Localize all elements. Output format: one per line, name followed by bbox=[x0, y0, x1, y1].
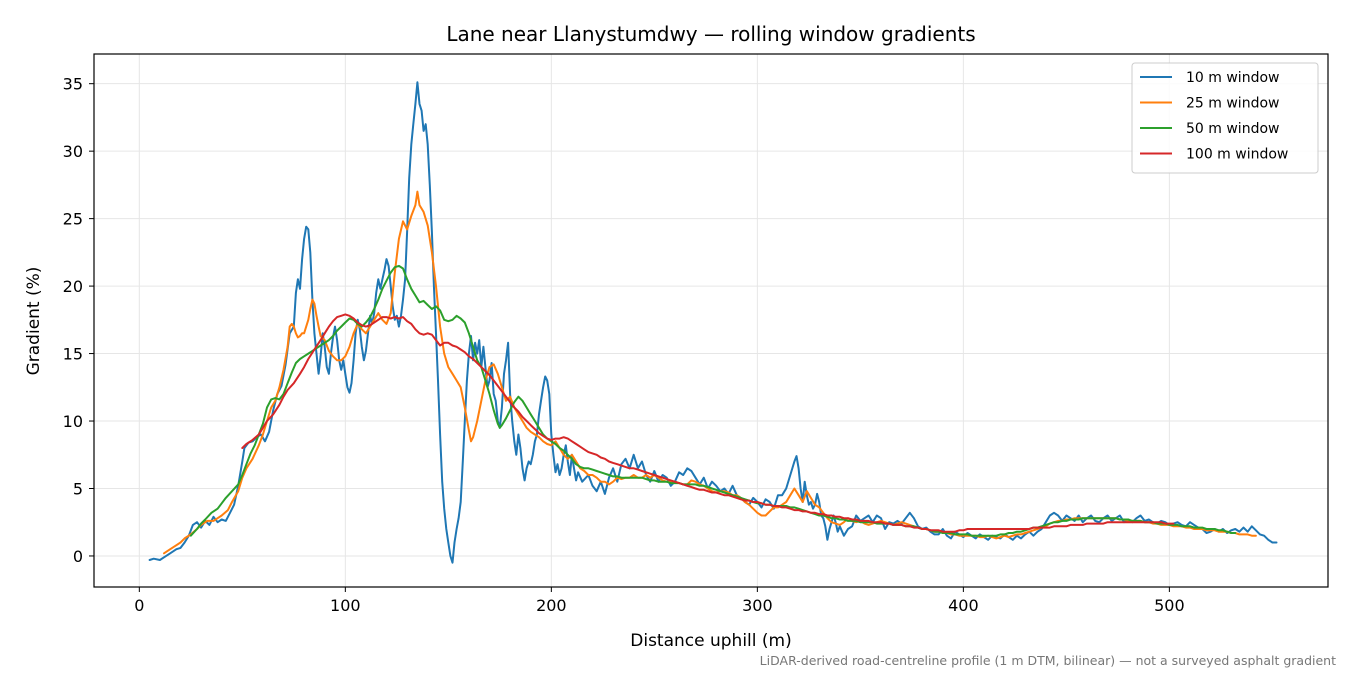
series-line-50-m-window bbox=[189, 264, 1237, 537]
series-line-10-m-window bbox=[148, 81, 1278, 564]
y-tick-label: 10 bbox=[63, 412, 83, 431]
y-tick-label: 0 bbox=[73, 547, 83, 566]
series-lines bbox=[148, 81, 1278, 564]
x-tick-label: 200 bbox=[536, 596, 567, 615]
x-tick-label: 400 bbox=[948, 596, 979, 615]
y-tick-label: 30 bbox=[63, 142, 83, 161]
y-tick-label: 15 bbox=[63, 345, 83, 364]
legend: 10 m window 25 m window 50 m window 100 m w… bbox=[1131, 62, 1319, 174]
legend-label: 25 m window bbox=[1186, 96, 1279, 112]
y-axis-title: Gradient (%) bbox=[24, 267, 44, 376]
legend-label: 100 m window bbox=[1186, 147, 1288, 163]
chart-title: Lane near Llanystumdwy — rolling window … bbox=[446, 22, 975, 46]
footnote: LiDAR-derived road-centreline profile (1… bbox=[760, 653, 1336, 668]
y-tick-label: 35 bbox=[63, 75, 83, 94]
legend-box bbox=[1131, 62, 1319, 174]
x-tick-label: 100 bbox=[330, 596, 361, 615]
x-tick-label: 300 bbox=[742, 596, 773, 615]
series-line-100-m-window bbox=[241, 313, 1175, 533]
x-tick-label: 500 bbox=[1154, 596, 1185, 615]
axes: 0 100 200 300 400 500 0 5 10 15 20 25 30 35 bbox=[63, 75, 1185, 615]
legend-label: 50 m window bbox=[1186, 121, 1279, 137]
y-tick-label: 25 bbox=[63, 210, 83, 229]
x-tick-label: 0 bbox=[134, 596, 144, 615]
legend-label: 10 m window bbox=[1186, 70, 1279, 86]
y-tick-label: 20 bbox=[63, 277, 83, 296]
x-axis-title: Distance uphill (m) bbox=[630, 631, 791, 651]
plot-frame bbox=[93, 53, 1329, 588]
y-tick-label: 5 bbox=[73, 479, 83, 498]
